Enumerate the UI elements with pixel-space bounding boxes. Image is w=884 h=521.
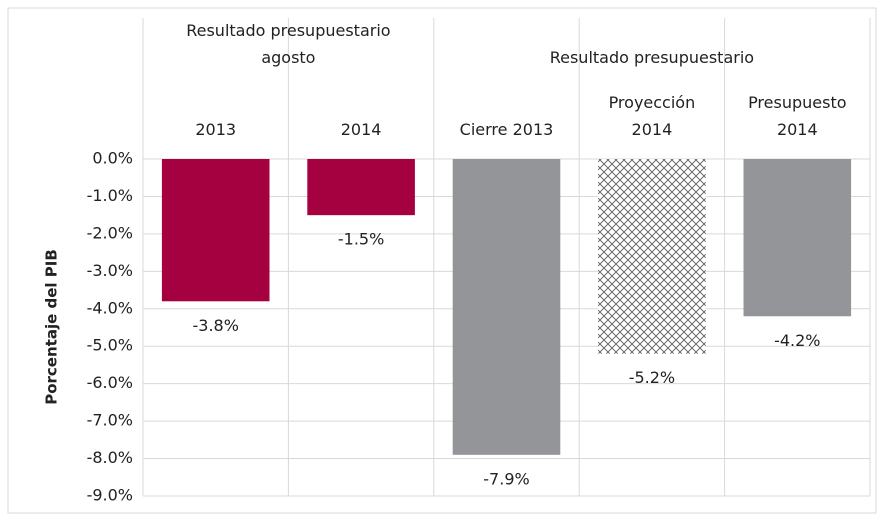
x-tick-label: 2014 (341, 120, 382, 139)
value-label: -7.9% (483, 469, 529, 488)
x-tick-label: Presupuesto 2014 (748, 93, 846, 139)
y-tick-label: -8.0% (87, 448, 133, 467)
value-label: -3.8% (192, 316, 238, 335)
y-tick-label: -2.0% (87, 223, 133, 242)
y-axis-label: Porcentaje del PIB (43, 249, 61, 405)
y-tick-label: -5.0% (87, 336, 133, 355)
y-tick-label: -6.0% (87, 373, 133, 392)
bar (161, 159, 270, 302)
bar (598, 159, 706, 354)
y-tick-label: -3.0% (87, 261, 133, 280)
bar (743, 159, 852, 317)
x-tick-label: Proyección 2014 (609, 93, 696, 139)
y-tick-label: -1.0% (87, 186, 133, 205)
value-label: -4.2% (774, 331, 820, 350)
y-tick-label: -9.0% (87, 486, 133, 505)
x-tick-label: Cierre 2013 (460, 120, 554, 139)
x-tick-label: 2013 (195, 120, 236, 139)
chart-border (7, 7, 877, 514)
y-tick-label: 0.0% (92, 149, 133, 168)
value-label: -1.5% (338, 230, 384, 249)
group-label: Resultado presupuestario agosto (186, 21, 390, 67)
bar (307, 159, 415, 216)
value-label: -5.2% (629, 368, 675, 387)
group-label: Resultado presupuestario (550, 48, 754, 67)
bar (452, 159, 561, 455)
y-tick-label: -7.0% (87, 411, 133, 430)
y-tick-label: -4.0% (87, 298, 133, 317)
